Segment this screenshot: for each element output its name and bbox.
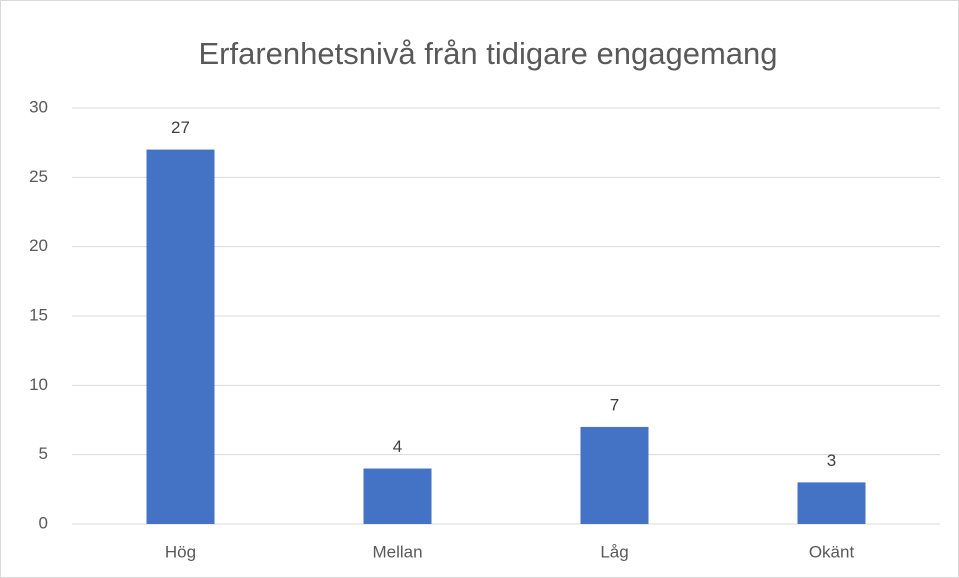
x-tick-label: Hög [165,542,196,561]
chart-title: Erfarenhetsnivå från tidigare engagemang [198,36,777,71]
bar [363,468,432,524]
y-tick-label: 5 [39,444,48,463]
bar [797,482,866,524]
bar [146,149,215,524]
y-tick-label: 20 [29,236,48,255]
y-tick-label: 15 [29,305,48,324]
data-label: 3 [827,451,836,470]
data-label: 7 [610,395,619,414]
y-tick-label: 25 [29,167,48,186]
x-tick-label: Mellan [372,542,422,561]
x-tick-label: Låg [600,542,628,561]
data-label: 4 [393,437,402,456]
data-label: 27 [171,118,190,137]
bar [580,426,649,524]
y-tick-label: 30 [29,97,48,116]
y-tick-label: 10 [29,375,48,394]
x-tick-label: Okänt [809,542,855,561]
y-tick-label: 0 [39,513,48,532]
